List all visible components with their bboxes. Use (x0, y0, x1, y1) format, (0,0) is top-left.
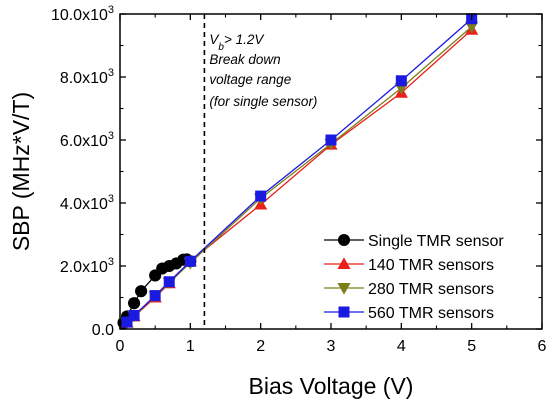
legend-label: 140 TMR sensors (368, 257, 494, 274)
axes-layer: 0 1 2 3 4 5 6 0.0 2.0x103 4.0x103 6.0x103 8.0x103 10… (51, 4, 547, 355)
y-tick-label: 8.0x103 (60, 67, 114, 87)
y-tick-label: 6.0x103 (60, 130, 114, 150)
data-point (255, 190, 267, 202)
x-tick-label: 1 (186, 338, 195, 355)
series-line (126, 26, 473, 324)
annotation-line-1: Break down (209, 52, 280, 67)
data-point (325, 134, 337, 146)
data-point (465, 21, 479, 34)
x-tick-label: 4 (397, 338, 406, 355)
data-point (163, 276, 175, 288)
legend-marker (337, 233, 351, 247)
y-tick-label: 10.0x103 (51, 4, 114, 24)
legend-label: 280 TMR sensors (368, 281, 494, 298)
data-point (395, 75, 407, 87)
data-point (128, 297, 141, 310)
annotation-line-3: (for single sensor) (209, 94, 317, 109)
annotation-line-2: voltage range (209, 72, 291, 87)
data-point (135, 285, 148, 298)
x-tick-label: 0 (116, 338, 125, 355)
legend-marker (338, 306, 350, 318)
data-point (121, 316, 133, 328)
legend-marker (337, 257, 351, 269)
x-axis-title: Bias Voltage (V) (249, 373, 414, 399)
x-tick-label: 3 (327, 338, 336, 355)
annotation-vb-label: Vb> 1.2V (209, 32, 265, 53)
series-line (126, 29, 473, 324)
x-tick-label: 2 (256, 338, 265, 355)
x-tick-label: 6 (538, 338, 547, 355)
y-axis-title: SBP (MHz*V/T) (8, 92, 34, 251)
x-tick-label: 5 (467, 338, 476, 355)
annotation-text: Vb> 1.2V Break down voltage range (for s… (209, 32, 317, 109)
series-line (126, 18, 473, 323)
data-point (149, 290, 161, 302)
data-point (184, 255, 196, 267)
y-tick-label: 2.0x103 (60, 256, 114, 276)
legend: Single TMR sensor 140 TMR sensors 280 TMR … (324, 233, 504, 322)
data-point (128, 309, 140, 321)
y-tick-label: 0.0 (92, 322, 114, 339)
legend-label: 560 TMR sensors (368, 305, 494, 322)
legend-marker (337, 283, 351, 295)
legend-label: Single TMR sensor (368, 233, 504, 250)
series-layer (117, 13, 479, 330)
y-tick-label: 4.0x103 (60, 193, 114, 213)
